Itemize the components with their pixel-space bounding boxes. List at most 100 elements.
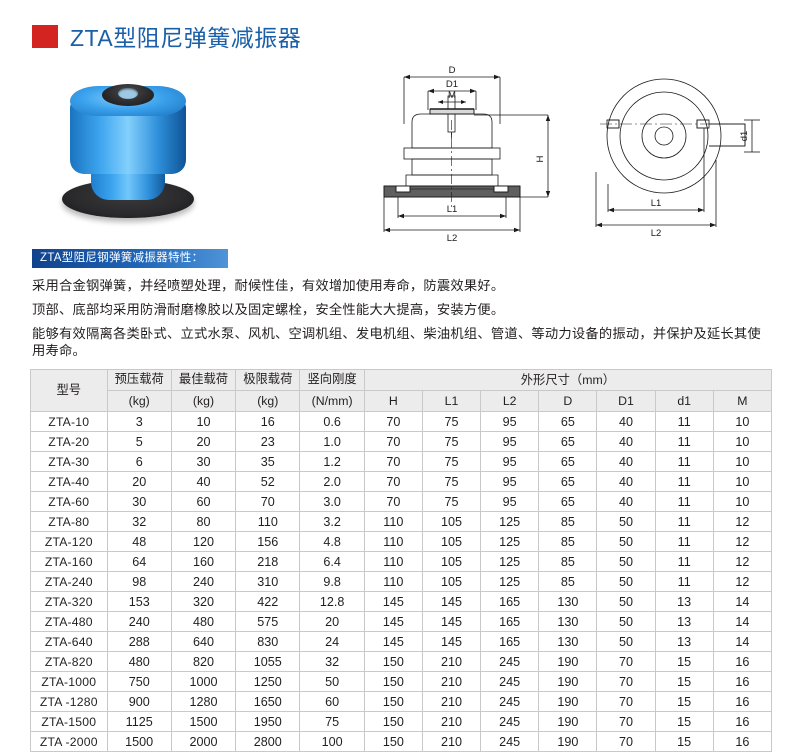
features-list: 采用合金钢弹簧，并经喷塑处理，耐候性佳，有效增加使用寿命，防震效果好。 顶部、底… — [32, 277, 774, 359]
dim-label-M: M — [448, 90, 456, 101]
cell-L2: 165 — [480, 631, 540, 653]
col-header-L1: L1 — [421, 390, 482, 413]
cell-stiffness: 3.0 — [299, 491, 365, 513]
cell-model: ZTA-60 — [30, 491, 108, 513]
col-header-d1: d1 — [654, 390, 714, 413]
col-header-M: M — [712, 390, 773, 413]
cell-D1: 70 — [596, 651, 656, 673]
cell-d1: 13 — [654, 631, 714, 653]
cell-M: 14 — [712, 631, 773, 653]
cell-optimal: 1280 — [170, 691, 237, 713]
damper-illustration — [62, 72, 194, 222]
table-row: ZTA-120 48 120 156 4.8 110 105 125 85 50 11 12 — [30, 531, 773, 553]
cell-d1: 11 — [654, 411, 714, 433]
cell-stiffness: 9.8 — [299, 571, 365, 593]
cell-stiffness: 24 — [299, 631, 365, 653]
cell-optimal: 120 — [170, 531, 237, 553]
table-row: ZTA-160 64 160 218 6.4 110 105 125 85 50 11 12 — [30, 551, 773, 573]
cell-d1: 11 — [654, 431, 714, 453]
cell-H: 70 — [363, 431, 423, 453]
cell-limit: 310 — [235, 571, 301, 593]
cell-preload: 480 — [106, 651, 172, 673]
cell-stiffness: 1.0 — [299, 431, 365, 453]
cell-H: 70 — [363, 471, 423, 493]
hero-section: D D1 M L1 L2 H — [0, 58, 800, 243]
cell-optimal: 820 — [170, 651, 237, 673]
cell-H: 150 — [363, 731, 423, 752]
plan-view-drawing: L1 L2 d1 — [595, 78, 760, 239]
cell-D1: 40 — [596, 411, 656, 433]
cell-M: 16 — [712, 711, 773, 733]
cell-limit: 422 — [235, 591, 301, 613]
cell-limit: 2800 — [235, 731, 301, 752]
cell-L1: 75 — [421, 411, 482, 433]
cell-M: 10 — [712, 411, 773, 433]
cell-H: 70 — [363, 411, 423, 433]
col-header-model: 型号 — [30, 369, 108, 413]
cell-preload: 98 — [106, 571, 172, 593]
cell-D: 85 — [538, 571, 598, 593]
cell-d1: 13 — [654, 611, 714, 633]
cell-optimal: 240 — [170, 571, 237, 593]
cell-H: 110 — [363, 531, 423, 553]
cell-stiffness: 75 — [299, 711, 365, 733]
cell-limit: 1950 — [235, 711, 301, 733]
col-header-optimal: 最佳载荷 — [170, 369, 237, 392]
cell-preload: 153 — [106, 591, 172, 613]
cell-D: 65 — [538, 451, 598, 473]
cell-H: 145 — [363, 611, 423, 633]
dim-label-D1: D1 — [446, 79, 458, 90]
cell-D1: 50 — [596, 511, 656, 533]
cell-D: 190 — [538, 731, 598, 752]
cell-H: 70 — [363, 451, 423, 473]
feature-line: 顶部、底部均采用防滑耐磨橡胶以及固定螺栓，安全性能大大提高，安装方便。 — [32, 302, 505, 318]
table-body: ZTA-10 3 10 16 0.6 70 75 95 65 40 11 10 ZTA-20 5 20 23 1… — [30, 411, 773, 752]
col-header-dimensions: 外形尺寸（mm） — [363, 369, 773, 392]
cell-M: 10 — [712, 451, 773, 473]
cell-D: 85 — [538, 511, 598, 533]
cell-L1: 75 — [421, 491, 482, 513]
cell-H: 110 — [363, 551, 423, 573]
cell-preload: 5 — [106, 431, 172, 453]
cell-stiffness: 2.0 — [299, 471, 365, 493]
col-header-limit: 极限载荷 — [235, 369, 301, 392]
cell-L1: 210 — [421, 691, 482, 713]
cell-M: 12 — [712, 511, 773, 533]
table-row: ZTA-320 153 320 422 12.8 145 145 165 130 50 13 14 — [30, 591, 773, 613]
cell-D1: 40 — [596, 431, 656, 453]
table-header-row-1: 型号 预压载荷 最佳载荷 极限载荷 竖向刚度 外形尺寸（mm） — [30, 369, 773, 413]
cell-preload: 30 — [106, 491, 172, 513]
cell-preload: 288 — [106, 631, 172, 653]
cell-stiffness: 60 — [299, 691, 365, 713]
cell-stiffness: 1.2 — [299, 451, 365, 473]
cell-optimal: 160 — [170, 551, 237, 573]
cell-L2: 245 — [480, 731, 540, 752]
cell-d1: 11 — [654, 491, 714, 513]
page-title-row: ZTA型阻尼弹簧减振器 — [0, 0, 800, 54]
cell-stiffness: 12.8 — [299, 591, 365, 613]
page-title: ZTA型阻尼弹簧减振器 — [70, 25, 302, 51]
cell-D: 65 — [538, 471, 598, 493]
front-elevation-drawing: D D1 M L1 L2 H — [383, 65, 551, 242]
cell-L2: 95 — [480, 431, 540, 453]
cell-model: ZTA-160 — [30, 551, 108, 573]
dim-label-L1-plan: L1 — [651, 198, 662, 209]
cell-model: ZTA-10 — [30, 411, 108, 433]
cell-L1: 105 — [421, 551, 482, 573]
cell-preload: 6 — [106, 451, 172, 473]
cell-limit: 16 — [235, 411, 301, 433]
cell-L2: 95 — [480, 451, 540, 473]
cell-D1: 50 — [596, 571, 656, 593]
cell-D: 190 — [538, 711, 598, 733]
dim-label-H: H — [535, 155, 546, 162]
cell-L2: 95 — [480, 471, 540, 493]
col-header-L2: L2 — [480, 390, 540, 413]
cell-limit: 218 — [235, 551, 301, 573]
cell-L2: 245 — [480, 711, 540, 733]
cell-D1: 70 — [596, 731, 656, 752]
cell-optimal: 640 — [170, 631, 237, 653]
cell-L1: 145 — [421, 611, 482, 633]
cell-stiffness: 100 — [299, 731, 365, 752]
col-header-H: H — [363, 390, 423, 413]
cell-d1: 11 — [654, 531, 714, 553]
